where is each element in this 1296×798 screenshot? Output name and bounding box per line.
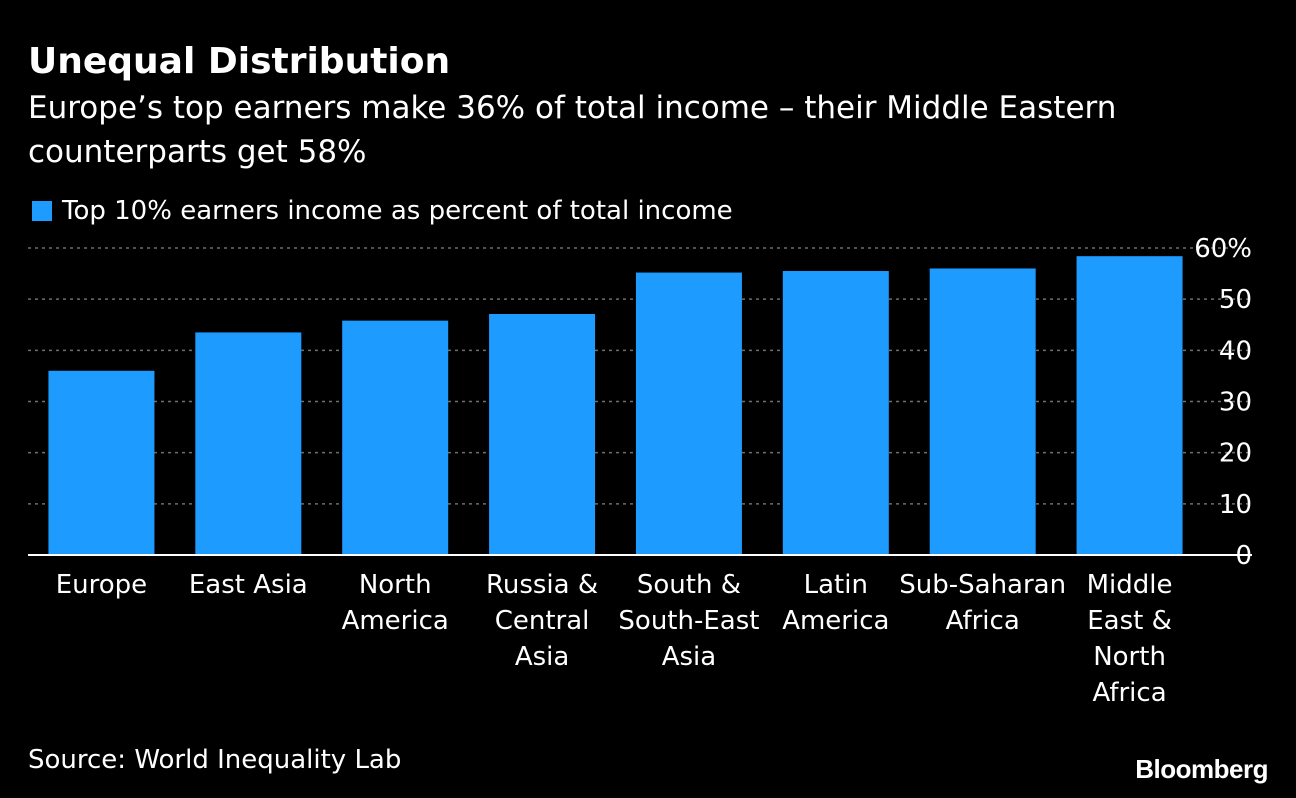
x-tick-label-line: Africa bbox=[1092, 678, 1166, 708]
x-tick-label-line: North bbox=[359, 570, 432, 600]
y-axis-ticks: 0 10 20 30 40 50 60% bbox=[1194, 234, 1252, 571]
x-tick-label-line: Latin bbox=[804, 570, 868, 600]
bar bbox=[929, 268, 1036, 555]
legend-label: Top 10% earners income as percent of tot… bbox=[62, 196, 733, 226]
bars bbox=[48, 256, 1183, 555]
bar bbox=[635, 272, 742, 555]
x-tick-label-line: Asia bbox=[515, 642, 570, 672]
bar bbox=[342, 320, 449, 555]
x-tick-label-line: North bbox=[1093, 642, 1166, 672]
x-tick-label-line: Central bbox=[495, 606, 590, 636]
source-note: Source: World Inequality Lab bbox=[28, 745, 402, 775]
x-tick-label-line: South & bbox=[637, 570, 741, 600]
y-tick-label: 40 bbox=[1219, 336, 1252, 366]
x-tick-label-line: America bbox=[782, 606, 889, 636]
x-tick-label-line: East Asia bbox=[189, 570, 308, 600]
x-axis-labels: Europe East Asia North America Russia & Centr… bbox=[56, 570, 1173, 708]
x-tick-label-line: Middle bbox=[1087, 570, 1173, 600]
y-tick-label: 30 bbox=[1219, 388, 1252, 418]
x-tick-label: North America bbox=[342, 570, 449, 636]
x-tick-label-line: America bbox=[342, 606, 449, 636]
x-tick-label: South & South-East Asia bbox=[618, 570, 759, 672]
x-tick-label: Sub-Saharan Africa bbox=[899, 570, 1066, 636]
bar bbox=[195, 332, 302, 555]
x-tick-label: East Asia bbox=[189, 570, 308, 600]
chart-subtitle: Europe’s top earners make 36% of total i… bbox=[28, 90, 1117, 170]
legend-swatch bbox=[32, 201, 52, 221]
x-tick-label-line: South-East bbox=[618, 606, 759, 636]
bloomberg-logo: Bloomberg bbox=[1135, 754, 1268, 784]
x-tick-label-line: Asia bbox=[662, 642, 717, 672]
bar bbox=[489, 314, 596, 555]
y-tick-label: 60% bbox=[1194, 234, 1252, 264]
chart-title: Unequal Distribution bbox=[28, 41, 451, 82]
legend: Top 10% earners income as percent of tot… bbox=[32, 194, 733, 228]
bar bbox=[1076, 256, 1183, 555]
x-tick-label: Russia & Central Asia bbox=[486, 570, 598, 672]
y-tick-label: 20 bbox=[1219, 439, 1252, 469]
x-tick-label-line: Russia & bbox=[486, 570, 598, 600]
y-tick-label: 50 bbox=[1219, 285, 1252, 315]
x-tick-label-line: Europe bbox=[56, 570, 147, 600]
x-tick-label: Europe bbox=[56, 570, 147, 600]
x-tick-label-line: Sub-Saharan bbox=[899, 570, 1066, 600]
x-tick-label: Middle East & North Africa bbox=[1087, 570, 1173, 708]
bar bbox=[48, 370, 155, 555]
bar bbox=[782, 271, 889, 555]
y-tick-label: 10 bbox=[1219, 490, 1252, 520]
y-tick-label: 0 bbox=[1235, 541, 1252, 571]
x-tick-label-line: East & bbox=[1087, 606, 1172, 636]
x-tick-label: Latin America bbox=[782, 570, 889, 636]
x-tick-label-line: Africa bbox=[946, 606, 1020, 636]
bar-chart: 0 10 20 30 40 50 60% Europe East Asia North Ameri… bbox=[28, 234, 1252, 708]
